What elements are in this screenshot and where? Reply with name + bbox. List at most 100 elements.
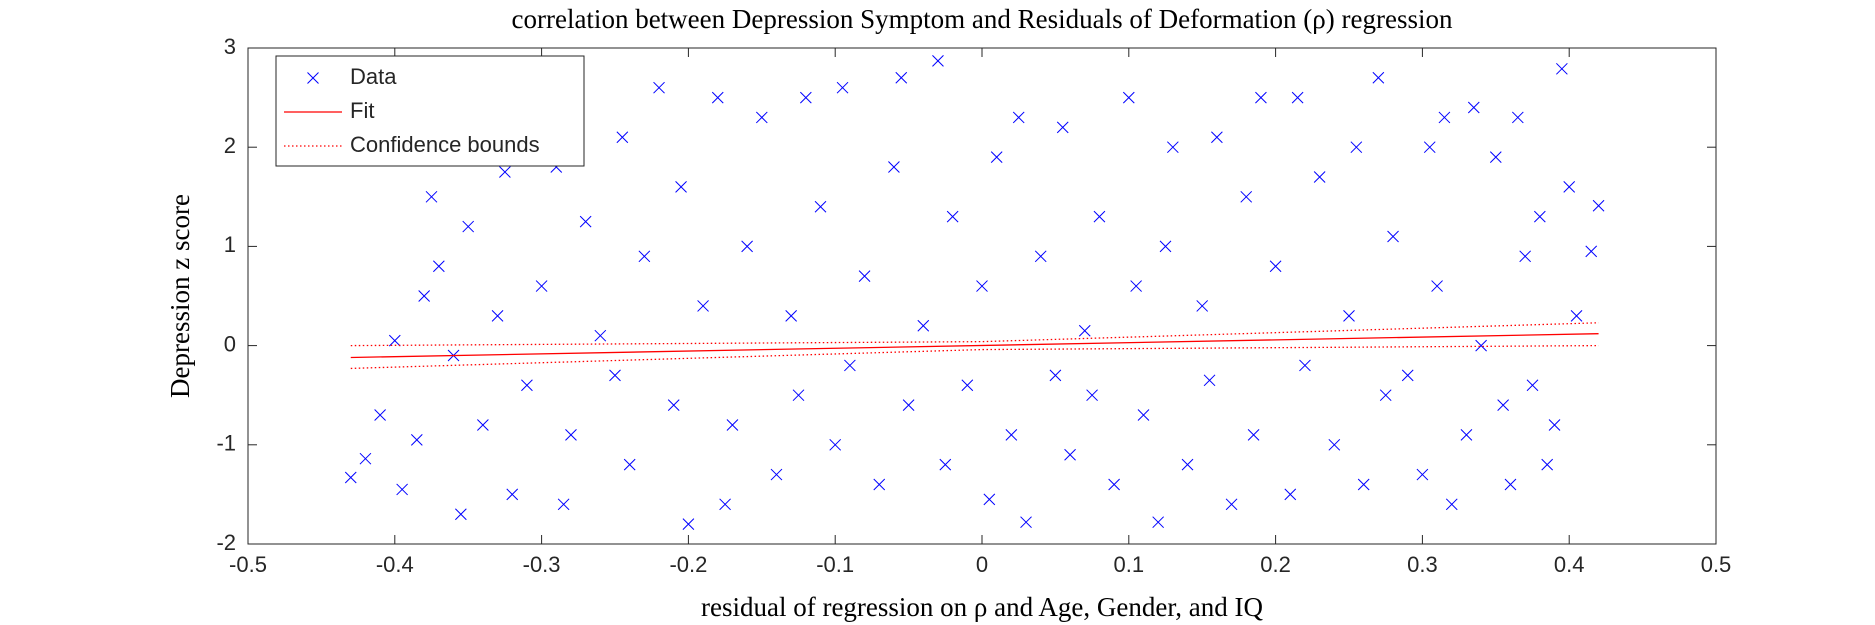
data-point <box>1556 62 1568 75</box>
data-point <box>623 458 636 471</box>
data-point <box>653 81 665 94</box>
data-point <box>1056 121 1069 134</box>
data-point <box>1570 309 1583 322</box>
data-point <box>711 91 724 104</box>
data-point <box>1445 498 1458 511</box>
data-point <box>1585 245 1598 258</box>
data-point <box>1181 458 1194 471</box>
data-point <box>1299 359 1311 372</box>
data-point <box>726 419 739 431</box>
y-tick-label: 2 <box>224 133 236 158</box>
chart-title: correlation between Depression Symptom a… <box>512 4 1453 34</box>
data-point <box>521 379 533 392</box>
data-point <box>1211 131 1223 144</box>
data-point <box>1357 478 1370 491</box>
y-axis-label: Depression z score <box>165 194 195 398</box>
data-point <box>902 399 915 411</box>
legend-label: Fit <box>350 98 374 123</box>
data-point <box>374 409 386 421</box>
data-point <box>1269 260 1282 273</box>
x-tick-label: -0.5 <box>229 552 267 577</box>
x-tick-label: 0.4 <box>1554 552 1585 577</box>
x-tick-label: 0.2 <box>1260 552 1291 577</box>
data-point <box>499 166 511 178</box>
data-point <box>1423 141 1436 154</box>
x-tick-label: 0.1 <box>1114 552 1145 577</box>
data-point <box>770 468 783 481</box>
data-point <box>1093 210 1106 223</box>
x-tick-label: 0.5 <box>1701 552 1732 577</box>
data-point <box>814 200 827 213</box>
data-point <box>1225 498 1238 511</box>
data-point <box>1012 111 1025 124</box>
data-point <box>844 359 856 372</box>
data-point <box>1203 374 1216 387</box>
data-point <box>1526 379 1539 392</box>
data-point <box>594 329 607 342</box>
data-point <box>1078 324 1091 337</box>
data-point <box>961 379 974 392</box>
data-point <box>682 518 695 531</box>
data-point <box>557 498 570 511</box>
data-point <box>425 190 438 203</box>
data-point <box>477 419 489 431</box>
y-tick-label: -2 <box>216 530 236 555</box>
legend-box <box>275 55 585 167</box>
data-point <box>359 452 372 465</box>
data-point <box>1122 91 1135 104</box>
data-point <box>858 270 871 283</box>
data-point <box>1313 171 1326 183</box>
data-point <box>697 300 709 312</box>
data-point <box>1108 478 1120 491</box>
data-point <box>455 508 467 521</box>
data-point <box>946 210 959 223</box>
data-point <box>1343 309 1355 322</box>
data-point <box>1387 230 1399 243</box>
y-tick-label: -1 <box>216 431 236 456</box>
x-tick-label: -0.4 <box>376 552 414 577</box>
data-point <box>1064 448 1076 461</box>
data-point <box>939 458 952 471</box>
data-point <box>873 478 886 491</box>
data-point <box>432 260 445 273</box>
data-point <box>1284 488 1297 501</box>
data-point <box>792 389 805 402</box>
data-point <box>1475 339 1487 352</box>
data-point <box>1086 389 1098 402</box>
data-point <box>1372 71 1385 84</box>
data-point <box>1431 280 1443 292</box>
x-tick-label: -0.1 <box>816 552 854 577</box>
x-tick-label: 0 <box>976 552 988 577</box>
data-point <box>895 71 908 84</box>
data-point <box>491 309 504 322</box>
data-point <box>1020 516 1032 529</box>
data-point <box>609 369 621 382</box>
data-point <box>1328 438 1341 451</box>
data-point <box>1196 300 1209 312</box>
data-point <box>785 309 798 322</box>
data-point <box>667 399 680 411</box>
data-point <box>1541 458 1554 471</box>
data-point <box>418 290 431 302</box>
data-point <box>741 240 753 253</box>
x-tick-label: 0.3 <box>1407 552 1438 577</box>
data-point <box>976 280 988 292</box>
data-point <box>535 280 548 292</box>
data-point <box>1034 250 1047 263</box>
data-point <box>1489 151 1502 163</box>
x-axis-label: residual of regression on ρ and Age, Gen… <box>701 592 1263 622</box>
y-tick-label: 3 <box>224 34 236 59</box>
data-point <box>1137 409 1150 421</box>
data-point <box>506 488 519 501</box>
data-point <box>1416 468 1429 481</box>
data-point <box>638 250 651 263</box>
data-point <box>1438 111 1451 124</box>
data-point <box>1511 111 1524 124</box>
data-point <box>932 55 944 67</box>
y-tick-label: 0 <box>224 331 236 356</box>
data-point <box>388 334 401 347</box>
data-point <box>1152 516 1165 529</box>
data-point <box>799 91 812 104</box>
